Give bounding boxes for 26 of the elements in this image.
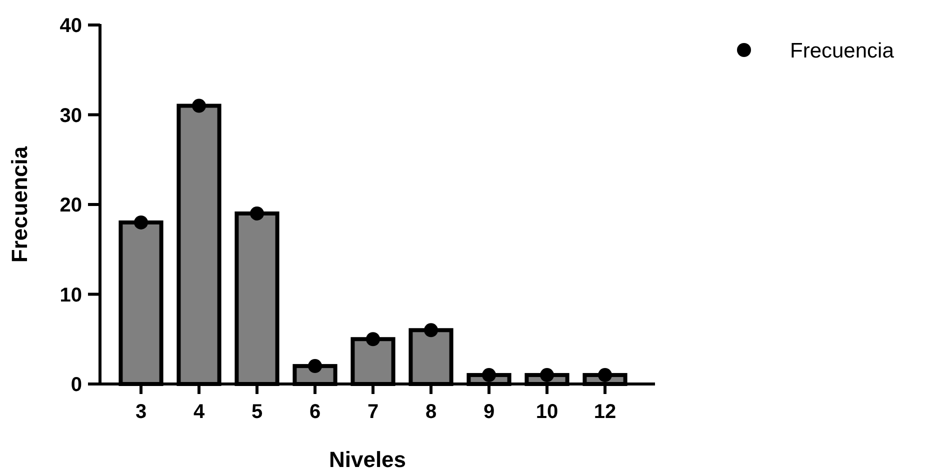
x-tick-label: 10 [536,401,558,423]
legend-label: Frecuencia [790,39,894,62]
point [598,368,612,382]
point [192,98,206,113]
x-tick-label: 4 [193,401,206,423]
x-tick-label: 9 [483,401,495,423]
x-axis-title: Niveles [328,447,406,472]
y-tick-label: 30 [60,104,82,127]
point [308,359,322,374]
point [540,368,554,382]
y-axis-title: Frecuencia [7,146,32,263]
point [134,215,148,230]
point [424,323,438,338]
x-tick-label: 12 [594,401,616,423]
y-tick-label: 20 [60,194,82,216]
x-tick-label: 8 [425,401,437,423]
point [366,332,380,346]
y-tick-label: 40 [60,15,82,37]
x-tick-label: 7 [367,401,379,423]
x-tick-label: 5 [251,401,263,423]
y-tick-label: 10 [60,284,82,306]
point [482,368,496,382]
point [250,206,264,220]
x-tick-label: 6 [309,401,321,423]
x-tick-label: 3 [135,401,147,423]
y-tick-label: 0 [70,374,82,396]
